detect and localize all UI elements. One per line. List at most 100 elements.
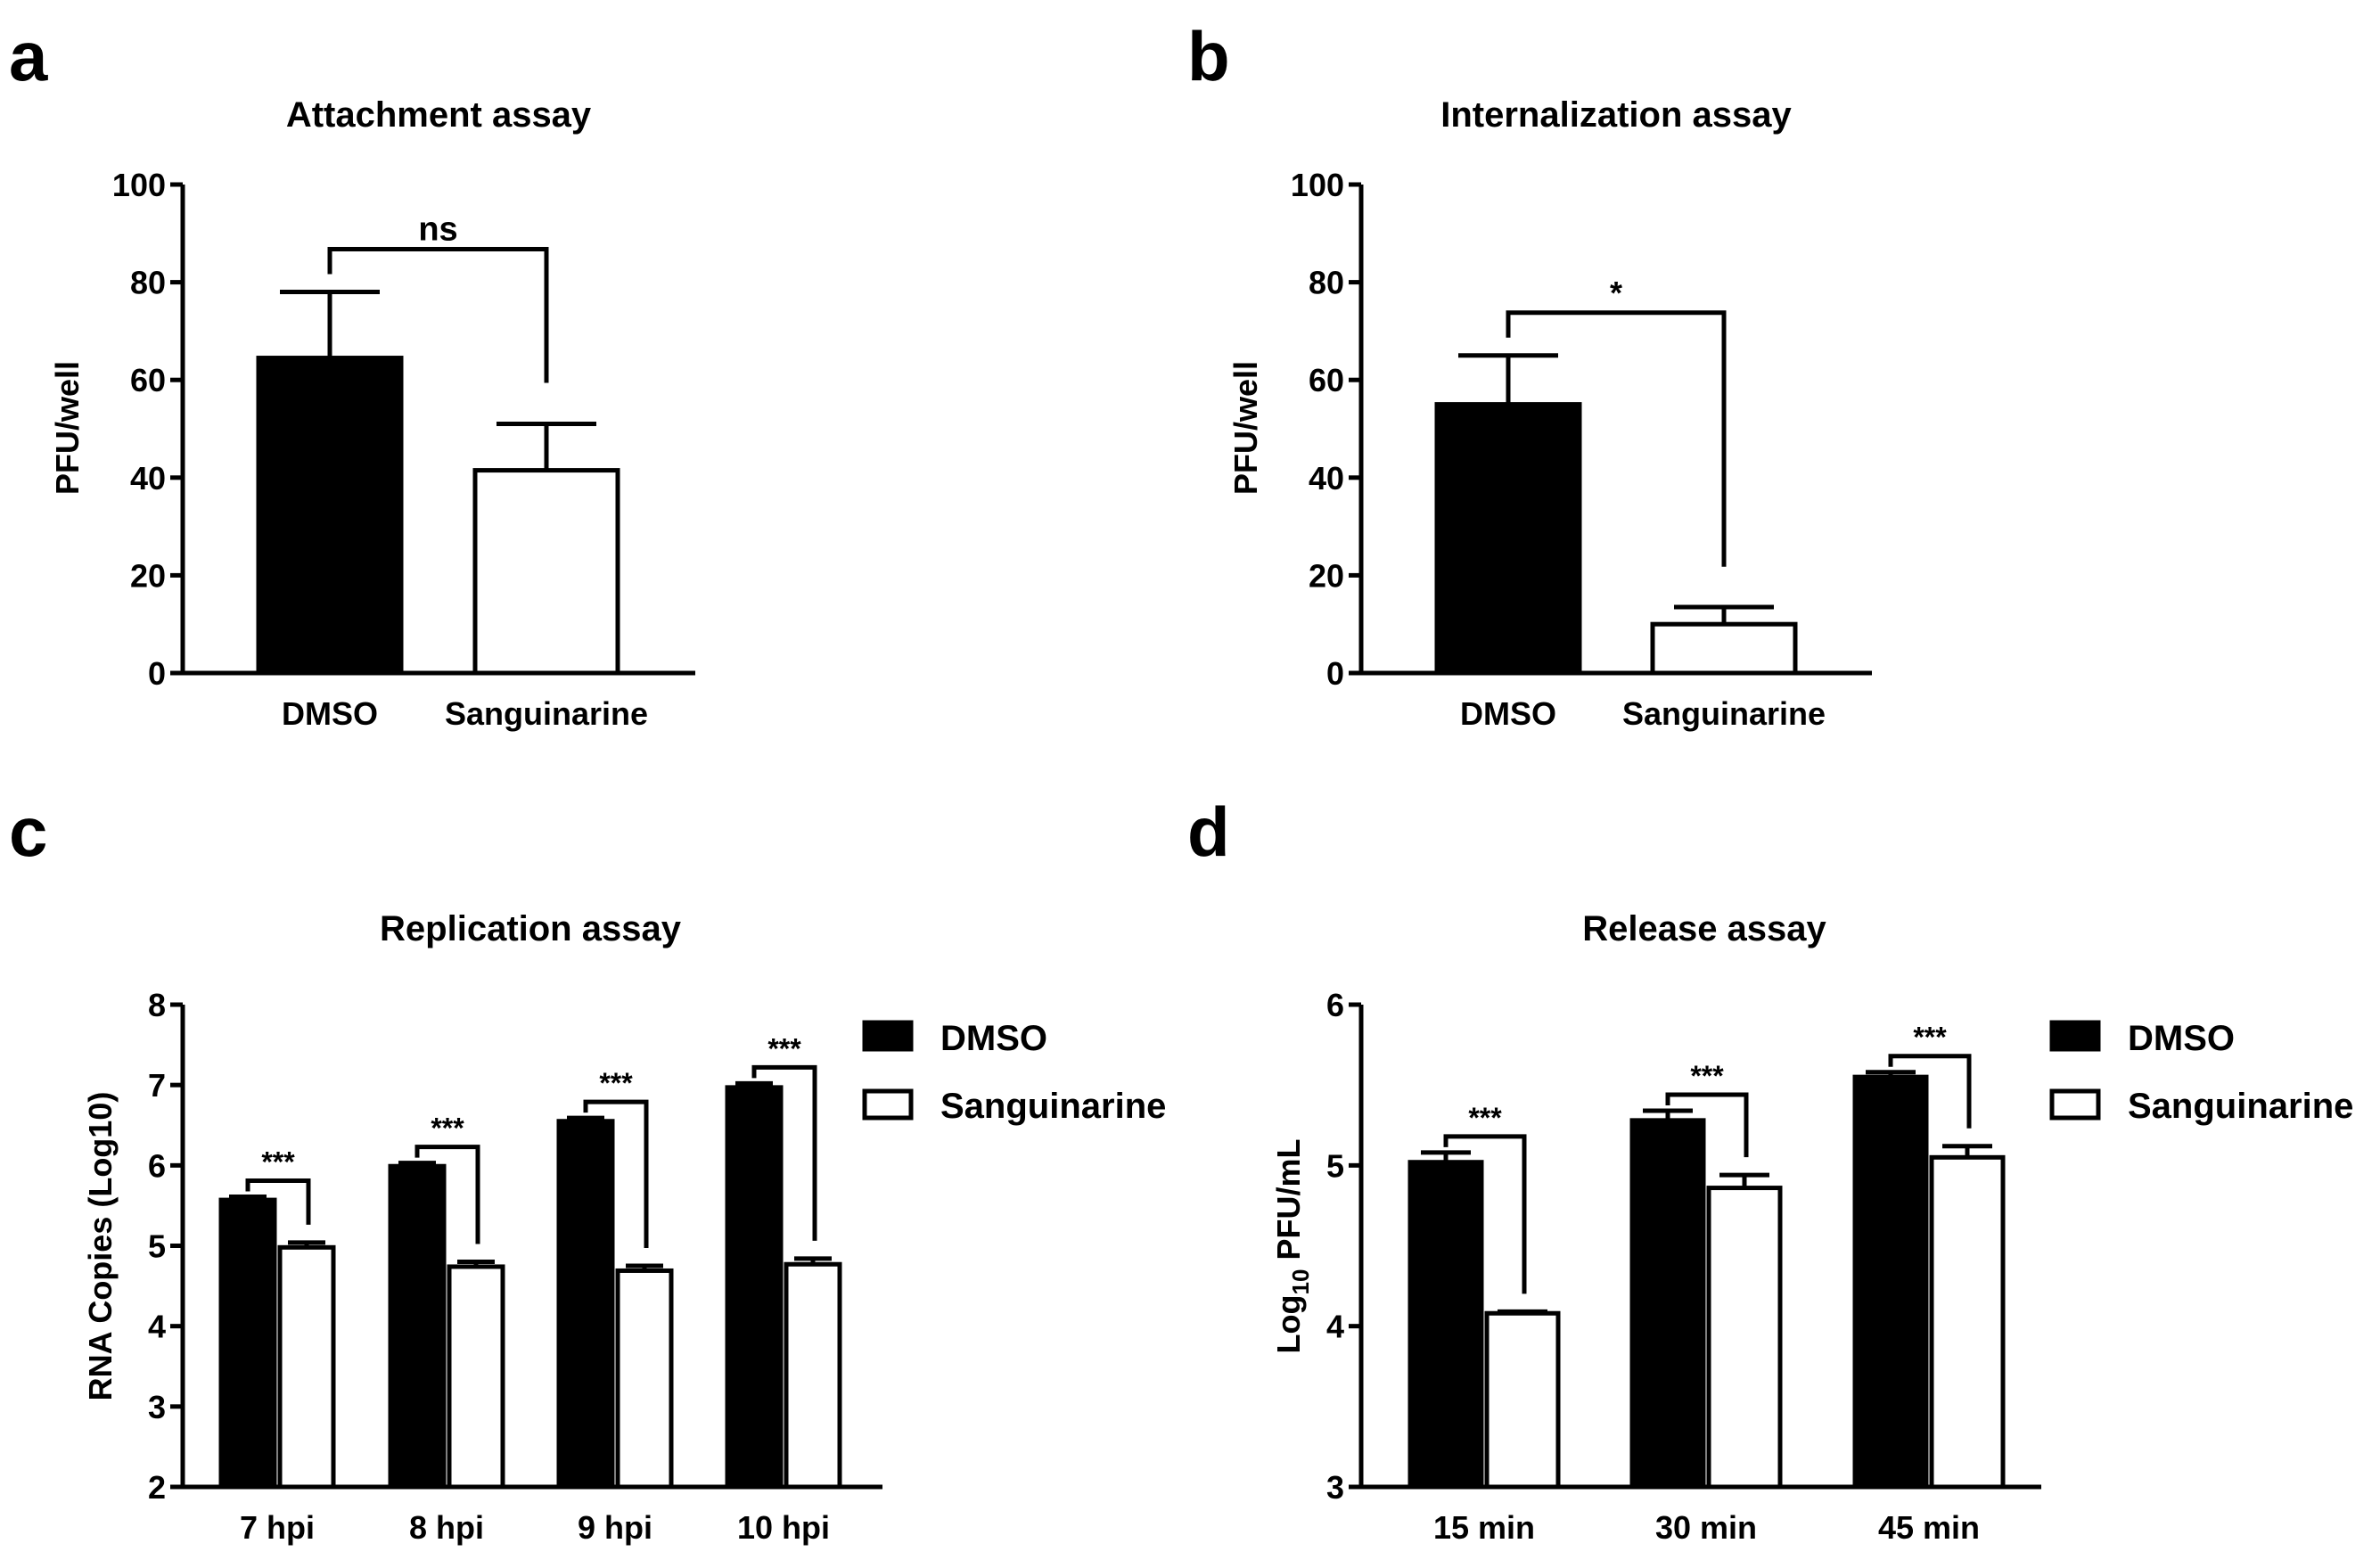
chart-b-y-tick-label: 20 [1309, 557, 1344, 594]
chart-c-significance-label: *** [261, 1145, 295, 1178]
chart-b-y-tick-label: 60 [1309, 362, 1344, 398]
chart-d-dmso-bar [1629, 1118, 1706, 1490]
chart-d-significance-label: *** [1913, 1022, 1947, 1054]
chart-d-significance-bracket [1443, 1134, 1527, 1294]
legend-c: DMSO Sanguinarine [862, 1019, 1166, 1126]
chart-a-x-tick-label: DMSO [282, 695, 378, 732]
chart-c-y-tick-label: 8 [148, 987, 166, 1023]
chart-a-x-tick-label: Sanguinarine [445, 695, 648, 732]
chart-c-significance-label: *** [767, 1032, 801, 1064]
chart-d-y-tick-label: 6 [1326, 987, 1344, 1023]
chart-b-y-tick-label: 80 [1309, 265, 1344, 301]
chart-c-significance-bracket [583, 1099, 649, 1249]
legend-c-dmso-label: DMSO [940, 1019, 1047, 1058]
chart-c-significance-bracket [414, 1145, 480, 1244]
chart-a-y-tick-label: 40 [130, 460, 166, 497]
chart-a-plot: 0 20 40 60 80 100 DMSO Sanguinarine ns [112, 167, 695, 732]
chart-d-significance-label: *** [1468, 1102, 1502, 1134]
chart-b-y-tick-label: 100 [1291, 167, 1344, 203]
chart-a-y-tick-label: 20 [130, 557, 166, 594]
chart-d-sanguinarine-bar [1929, 1154, 2006, 1490]
chart-d-ylabel-log: Log [1270, 1294, 1307, 1353]
chart-c-plot: 2 3 4 5 6 7 8 7 hpi *** 8 hpi *** 9 hpi *** 10 hpi *** [148, 987, 882, 1546]
chart-b-plot: 0 20 40 60 80 100 DMSO Sanguinarine * [1291, 167, 1872, 732]
chart-c-significance-bracket [245, 1178, 311, 1225]
legend-d-sanguinarine-swatch [2049, 1088, 2101, 1121]
legend-c-dmso-swatch [862, 1020, 914, 1052]
chart-b-title: Internalization assay [1440, 95, 1792, 135]
legend-d-dmso-swatch [2049, 1020, 2101, 1052]
chart-a-ylabel: PFU/well [49, 361, 86, 495]
chart-c-significance-bracket [751, 1064, 817, 1241]
chart-d-y-tick-label: 4 [1326, 1309, 1344, 1345]
chart-c-dmso-bar [725, 1085, 784, 1490]
panel-label-b: b [1187, 17, 1230, 95]
chart-c-significance-label: *** [431, 1113, 464, 1145]
chart-a-significance-label: ns [418, 211, 457, 249]
chart-a-sanguinarine-bar [472, 468, 620, 676]
chart-c-y-tick-label: 4 [148, 1309, 166, 1345]
chart-a-y-tick-label: 60 [130, 362, 166, 398]
chart-a-dmso-bar [256, 356, 404, 676]
chart-d-y-tick-label: 5 [1326, 1147, 1344, 1184]
chart-d-dmso-bar [1407, 1160, 1484, 1490]
chart-c-x-tick-label: 9 hpi [578, 1509, 652, 1546]
chart-c-sanguinarine-bar [447, 1264, 505, 1490]
chart-b-y-tick-label: 40 [1309, 460, 1344, 497]
chart-d-plot: 3 4 5 6 15 min *** 30 min *** 45 min *** [1326, 987, 2041, 1546]
chart-b-x-tick-label: DMSO [1460, 695, 1556, 732]
chart-d-title: Release assay [1582, 909, 1826, 948]
chart-c-significance-label: *** [599, 1067, 633, 1099]
legend-d: DMSO Sanguinarine [2049, 1019, 2353, 1126]
chart-a-y-tick-label: 80 [130, 265, 166, 301]
chart-c-y-tick-label: 3 [148, 1389, 166, 1425]
chart-b-dmso-bar [1434, 402, 1582, 676]
chart-c-dmso-bar [388, 1163, 447, 1490]
legend-c-sanguinarine-swatch [862, 1088, 914, 1121]
chart-b-significance-bracket [1506, 310, 1727, 567]
legend-d-dmso-label: DMSO [2128, 1019, 2235, 1058]
chart-c-x-tick-label: 7 hpi [240, 1509, 315, 1546]
panel-label-a: a [9, 17, 48, 95]
legend-d-sanguinarine-label: Sanguinarine [2128, 1087, 2353, 1126]
chart-d-ylabel-sub: 10 [1287, 1269, 1314, 1295]
chart-c-y-tick-label: 6 [148, 1147, 166, 1184]
chart-c-dmso-bar [556, 1119, 615, 1490]
chart-a-significance-bracket [327, 247, 549, 383]
chart-c-ylabel: RNA Copies (Log10) [82, 1092, 119, 1401]
chart-c-title: Replication assay [380, 909, 682, 948]
chart-d-x-tick-label: 45 min [1878, 1509, 1980, 1546]
chart-b-significance-label: * [1610, 275, 1622, 311]
chart-d-ylabel-unit: PFU/mL [1270, 1139, 1307, 1269]
chart-c-x-tick-label: 8 hpi [409, 1509, 484, 1546]
chart-a-title: Attachment assay [286, 95, 592, 135]
chart-a-y-tick-label: 0 [148, 655, 166, 692]
chart-c-sanguinarine-bar [784, 1261, 842, 1490]
chart-b-y-tick-label: 0 [1326, 655, 1344, 692]
chart-c-y-tick-label: 5 [148, 1228, 166, 1265]
chart-c-x-tick-label: 10 hpi [737, 1509, 830, 1546]
chart-d-ylabel: Log10 PFU/mL [1270, 1139, 1314, 1354]
chart-b-sanguinarine-bar [1650, 621, 1798, 676]
chart-d-sanguinarine-bar [1706, 1186, 1783, 1490]
chart-d-x-tick-label: 30 min [1655, 1509, 1757, 1546]
chart-d-x-tick-label: 15 min [1433, 1509, 1535, 1546]
chart-b-x-tick-label: Sanguinarine [1622, 695, 1826, 732]
chart-c-y-tick-label: 2 [148, 1469, 166, 1506]
chart-d-significance-bracket [1888, 1054, 1972, 1129]
chart-d-y-tick-label: 3 [1326, 1469, 1344, 1506]
chart-d-significance-label: *** [1690, 1060, 1724, 1092]
chart-b-ylabel: PFU/well [1227, 361, 1264, 495]
chart-c-dmso-bar [218, 1197, 277, 1490]
panel-label-c: c [9, 792, 47, 871]
chart-a-y-tick-label: 100 [112, 167, 166, 203]
chart-d-sanguinarine-bar [1484, 1310, 1561, 1490]
chart-c-sanguinarine-bar [615, 1268, 674, 1490]
panel-label-d: d [1187, 792, 1230, 871]
legend-c-sanguinarine-label: Sanguinarine [940, 1087, 1166, 1126]
chart-c-y-tick-label: 7 [148, 1067, 166, 1104]
chart-d-significance-bracket [1665, 1092, 1749, 1158]
chart-d-dmso-bar [1852, 1074, 1929, 1490]
chart-c-sanguinarine-bar [277, 1244, 336, 1490]
